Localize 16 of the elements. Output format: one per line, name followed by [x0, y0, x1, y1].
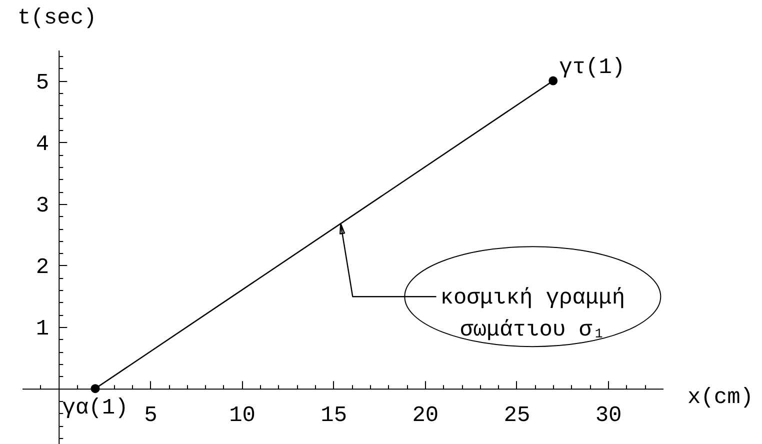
annotation: γτ(1) — [559, 54, 626, 80]
y-tick-label: 2 — [36, 254, 50, 280]
annotation: γα(1) — [62, 396, 128, 421]
y-tick-label: 4 — [36, 132, 50, 157]
y-tick-label: 3 — [36, 193, 50, 218]
x-tick-label: 5 — [144, 403, 158, 428]
x-axis-title: x(cm) — [688, 385, 754, 410]
x-tick-label: 15 — [320, 403, 348, 428]
y-axis-title: t(sec) — [18, 6, 97, 30]
annotation: κοσμική γραμμή σωμάτιου σ₁ — [440, 286, 626, 343]
x-tick-label: 20 — [412, 403, 439, 428]
y-tick-label: 1 — [36, 316, 50, 342]
x-tick-label: 25 — [504, 403, 530, 428]
x-tick-label: 30 — [595, 403, 622, 428]
y-tick-label: 5 — [36, 70, 50, 96]
x-tick-label: 10 — [229, 403, 256, 428]
